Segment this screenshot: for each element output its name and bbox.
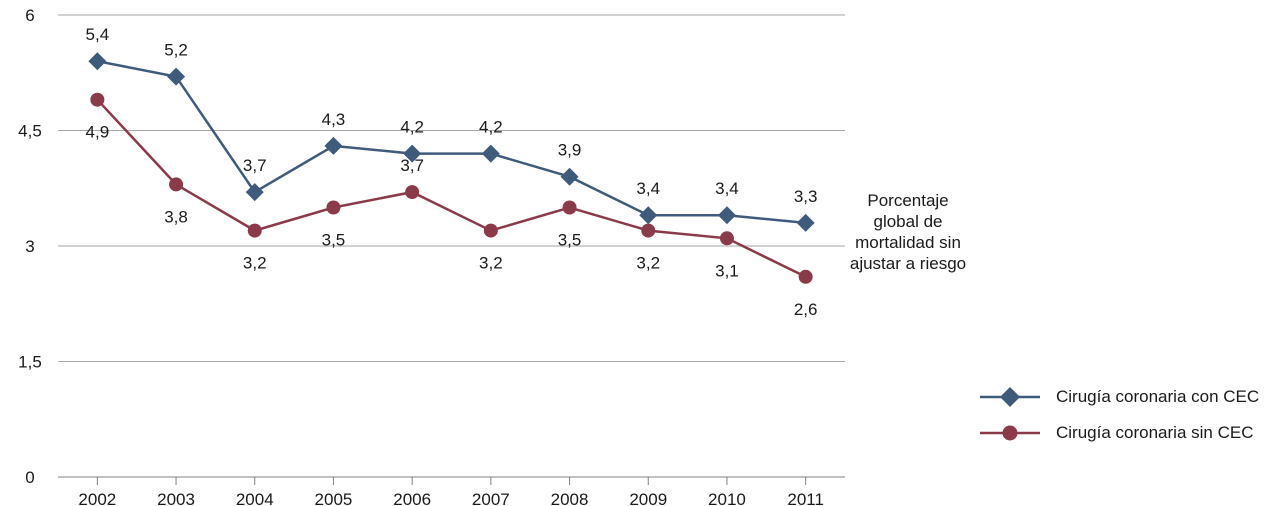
data-point-diamond bbox=[403, 144, 422, 163]
series-line-con-cec bbox=[97, 59, 806, 225]
x-tick-label: 2009 bbox=[629, 490, 667, 506]
data-point-circle bbox=[483, 223, 498, 238]
data-label: 5,2 bbox=[164, 41, 188, 60]
circle-marker-icon bbox=[980, 425, 1040, 441]
y-tick-label: 6 bbox=[25, 6, 34, 25]
data-label: 3,2 bbox=[479, 254, 503, 273]
data-point-circle bbox=[405, 185, 420, 200]
series-line-sin-cec bbox=[96, 98, 807, 278]
data-label: 3,3 bbox=[794, 187, 818, 206]
data-label: 3,5 bbox=[322, 231, 346, 250]
legend-label-con-cec: Cirugía coronaria con CEC bbox=[1056, 387, 1260, 406]
x-tick-label: 2007 bbox=[472, 490, 510, 506]
data-point-circle bbox=[798, 269, 813, 284]
x-tick-label: 2006 bbox=[393, 490, 431, 506]
data-label: 4,9 bbox=[86, 123, 110, 142]
data-label: 4,2 bbox=[479, 118, 503, 137]
data-point-circle bbox=[90, 92, 105, 107]
x-tick-label: 2010 bbox=[708, 490, 746, 506]
legend-item-con-cec: Cirugía coronaria con CEC bbox=[980, 384, 1259, 410]
legend: Cirugía coronaria con CEC Cirugía corona… bbox=[980, 384, 1259, 456]
data-point-diamond bbox=[324, 136, 343, 155]
data-label: 5,4 bbox=[86, 25, 110, 44]
data-label: 3,7 bbox=[243, 156, 267, 175]
data-point-circle bbox=[641, 223, 656, 238]
data-label: 3,1 bbox=[715, 261, 739, 280]
data-label: 4,3 bbox=[322, 110, 346, 129]
data-point-diamond bbox=[639, 206, 658, 225]
y-tick-label: 1,5 bbox=[18, 353, 42, 372]
data-point-diamond bbox=[245, 183, 264, 202]
data-label: 3,2 bbox=[636, 254, 660, 273]
data-label: 3,7 bbox=[400, 156, 424, 175]
y-tick-label: 4,5 bbox=[18, 122, 42, 141]
data-point-diamond bbox=[481, 144, 500, 163]
data-point-circle bbox=[326, 200, 341, 215]
x-tick-label: 2011 bbox=[787, 490, 824, 506]
data-label: 3,4 bbox=[715, 179, 739, 198]
legend-label-sin-cec: Cirugía coronaria sin CEC bbox=[1056, 423, 1254, 442]
data-point-diamond bbox=[796, 213, 815, 232]
data-label: 3,4 bbox=[636, 179, 660, 198]
x-tick-label: 2003 bbox=[157, 490, 195, 506]
data-label: 3,8 bbox=[164, 207, 188, 226]
data-label: 3,5 bbox=[558, 231, 582, 250]
data-point-diamond bbox=[560, 167, 579, 186]
y-axis-description: Porcentaje global de mortalidad sin ajus… bbox=[849, 191, 967, 273]
diamond-marker-icon bbox=[980, 387, 1040, 407]
data-label: 3,9 bbox=[558, 141, 582, 160]
data-label: 2,6 bbox=[794, 300, 818, 319]
data-point-circle bbox=[562, 200, 577, 215]
y-tick-label: 3 bbox=[25, 237, 34, 256]
data-point-diamond bbox=[88, 52, 107, 71]
data-point-circle bbox=[169, 177, 184, 192]
data-point-diamond bbox=[167, 67, 186, 86]
x-tick-label: 2005 bbox=[315, 490, 353, 506]
data-point-diamond bbox=[717, 206, 736, 225]
y-tick-label: 0 bbox=[25, 468, 34, 487]
x-tick-label: 2002 bbox=[78, 490, 116, 506]
data-label: 3,2 bbox=[243, 254, 267, 273]
x-tick-label: 2008 bbox=[551, 490, 589, 506]
legend-item-sin-cec: Cirugía coronaria sin CEC bbox=[980, 420, 1259, 446]
x-tick-label: 2004 bbox=[236, 490, 274, 506]
data-point-circle bbox=[719, 231, 734, 246]
data-label: 4,2 bbox=[400, 118, 424, 137]
data-point-circle bbox=[247, 223, 262, 238]
